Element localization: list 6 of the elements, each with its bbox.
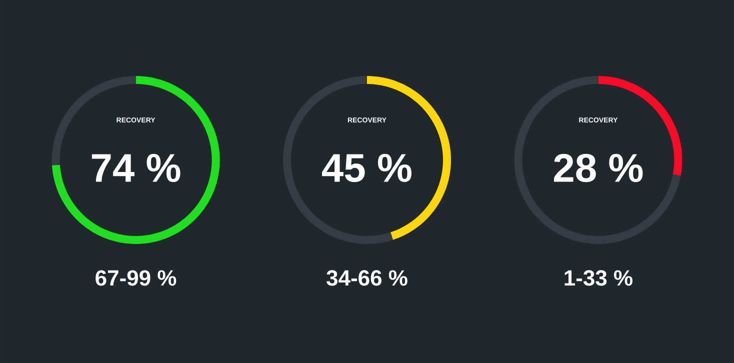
text: 1-33 % — [564, 270, 632, 286]
text: 67-99 % — [96, 270, 176, 286]
text: 74 % — [92, 154, 180, 182]
text: 45 % — [322, 154, 412, 182]
text: 28 % — [554, 154, 643, 182]
text: 34-66 % — [326, 270, 408, 286]
